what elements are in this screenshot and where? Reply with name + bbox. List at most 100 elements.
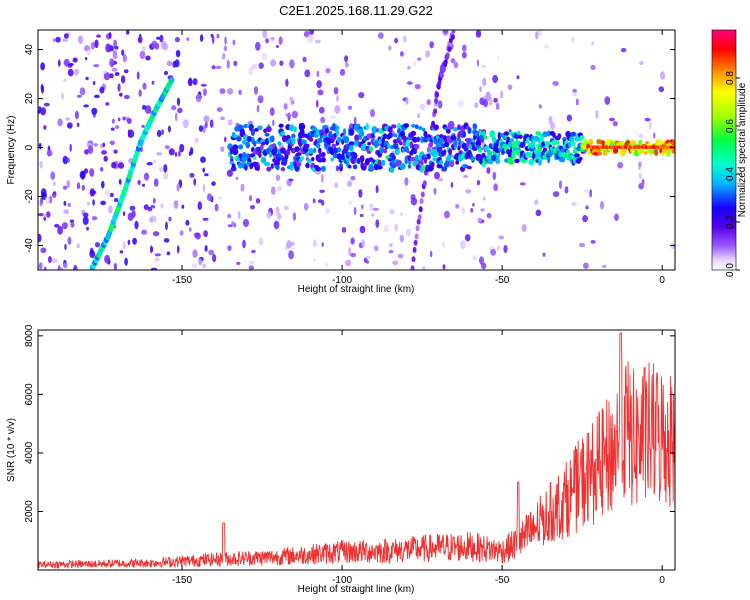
spectrogram-speckle <box>278 36 283 45</box>
colorbar-frame <box>711 29 737 271</box>
spectrogram-speckle <box>288 250 294 260</box>
spectrogram-speckle <box>348 105 352 110</box>
spectrogram-speckle <box>570 37 575 43</box>
main-band-blob <box>438 134 444 139</box>
main-band-blob <box>407 160 412 165</box>
main-band-blob <box>410 130 417 137</box>
spectrogram-speckle <box>192 249 198 258</box>
spectrogram-speckle <box>309 30 315 36</box>
spectrogram-speckle <box>192 78 198 86</box>
spectrogram-speckle <box>236 261 241 266</box>
main-band-blob <box>410 156 417 162</box>
spectrogram-speckle <box>141 46 147 51</box>
spectrogram-speckle <box>335 94 340 102</box>
main-band-blob <box>280 130 285 137</box>
spectrogram-speckle <box>325 68 331 74</box>
faint-track-blob <box>447 46 452 53</box>
spectrogram-speckle <box>189 227 192 232</box>
spectrogram-speckle <box>152 197 156 204</box>
spectrogram-speckle <box>161 129 165 135</box>
spectrogram-speckle <box>275 45 280 48</box>
spectrogram-speckle <box>254 86 258 95</box>
main-band-blob <box>391 124 397 129</box>
spectrogram-speckle <box>410 197 418 206</box>
spectrogram-speckle <box>289 96 294 102</box>
main-band-blob <box>671 139 675 147</box>
spectrogram-speckle <box>41 192 47 200</box>
main-band-blob <box>257 125 263 131</box>
spectrogram-speckle <box>422 265 426 270</box>
main-band-blob <box>412 136 418 143</box>
spectrogram-speckle <box>149 245 153 254</box>
main-band-blob <box>376 142 380 147</box>
spectrogram-speckle <box>482 77 487 87</box>
spectrogram-speckle <box>507 84 513 90</box>
spectrogram-speckle <box>179 230 184 236</box>
spectrogram-speckle <box>115 125 120 129</box>
main-band-blob <box>295 152 302 157</box>
spectrogram-speckle <box>117 83 121 92</box>
spectrogram-speckle <box>118 178 122 185</box>
colorbar-tick-label: 0.4 <box>725 167 736 181</box>
main-band-blob <box>342 128 347 135</box>
spectrogram-speckle <box>601 264 607 269</box>
spectrogram-speckle <box>199 34 204 42</box>
main-band-blob <box>417 126 423 131</box>
main-band-blob <box>270 163 274 169</box>
main-band-blob <box>436 163 443 169</box>
spectrogram-speckle <box>156 129 162 138</box>
spectrogram-speckle <box>470 207 474 213</box>
spectrogram-speckle <box>171 105 177 111</box>
spectrogram-speckle <box>92 199 95 206</box>
main-band-blob <box>438 138 444 146</box>
spectrogram-speckle <box>590 240 596 244</box>
spectrogram-speckle <box>388 45 392 51</box>
spectrogram-speckle <box>141 124 145 128</box>
spectrogram-speckle <box>119 92 123 97</box>
spectrogram-speckle <box>465 189 472 194</box>
main-band-blob <box>393 133 398 138</box>
spectrogram-speckle <box>318 106 325 114</box>
spectrogram-speckle <box>89 250 96 258</box>
main-band-blob <box>284 154 289 160</box>
main-band-blob <box>530 141 536 149</box>
spectrogram-speckle <box>123 69 129 74</box>
spectrogram-speckle <box>202 88 207 97</box>
main-band-blob <box>443 161 450 168</box>
main-band-blob <box>242 139 247 145</box>
spectrogram-speckle <box>285 113 292 117</box>
spectrogram-speckle <box>193 178 197 186</box>
spectrogram-speckle <box>407 65 411 70</box>
main-band-blob <box>397 128 402 134</box>
main-band-blob <box>291 133 296 139</box>
spectrogram-speckle <box>374 245 379 252</box>
spectrogram-speckle <box>404 177 409 186</box>
spectrogram-speckle <box>302 56 307 63</box>
main-band-blob <box>535 131 541 136</box>
spectrogram-speckle <box>394 37 398 44</box>
spectrogram-speckle <box>333 87 339 95</box>
main-band-blob <box>300 156 305 161</box>
spectrogram-speckle <box>206 193 213 202</box>
spectrogram-speckle <box>79 87 86 96</box>
colorbar-gradient <box>712 30 736 270</box>
spectrogram-speckle <box>578 243 586 247</box>
spectrogram-speckle <box>320 116 326 124</box>
spectrogram-speckle <box>63 262 68 269</box>
spectrogram-speckle <box>358 92 365 99</box>
spectrogram-speckle <box>498 235 505 240</box>
spectrogram-xlabel: Height of straight line (km) <box>298 284 415 295</box>
main-band-blob <box>256 164 260 172</box>
spectrogram-speckle <box>402 35 407 43</box>
spectrogram-speckle <box>129 205 136 211</box>
main-band-blob <box>413 143 420 150</box>
spectrogram-speckle <box>365 255 371 260</box>
main-band-blob <box>447 122 453 130</box>
spectrogram-speckle <box>269 107 275 116</box>
main-band-blob <box>308 137 314 142</box>
spectrogram-speckle <box>227 213 232 219</box>
spectrogram-speckle <box>571 202 577 206</box>
main-band-blob <box>423 156 428 164</box>
snr-background <box>38 330 675 570</box>
colorbar: 0.00.20.40.60.8 Normalized spectral ampl… <box>711 29 748 277</box>
